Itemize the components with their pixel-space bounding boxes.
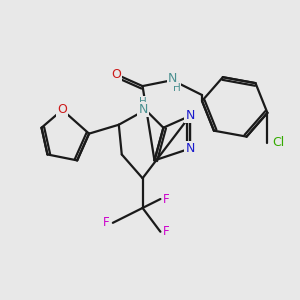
Text: N: N (185, 142, 195, 155)
Text: N: N (168, 72, 177, 85)
Text: O: O (57, 103, 67, 116)
Text: N: N (139, 103, 148, 116)
Text: F: F (164, 193, 170, 206)
Text: F: F (103, 216, 110, 229)
Text: H: H (139, 97, 147, 106)
Text: Cl: Cl (272, 136, 284, 149)
Text: F: F (164, 225, 170, 238)
Text: O: O (111, 68, 121, 81)
Text: H: H (173, 82, 181, 93)
Text: N: N (185, 109, 195, 122)
